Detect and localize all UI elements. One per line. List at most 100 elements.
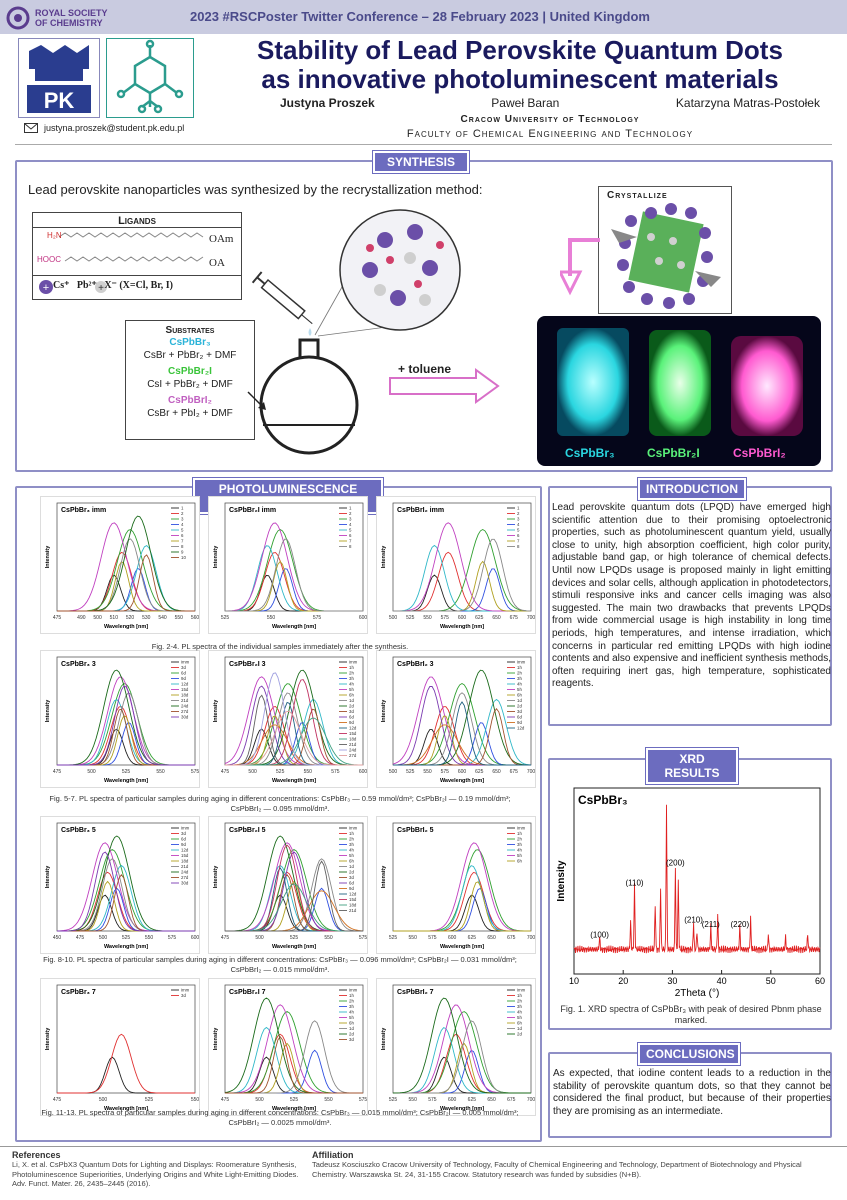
pl-curve [57,728,195,766]
legend-entry: 5 [181,528,184,533]
legend-entry: 15d [349,731,357,736]
legend-entry: 1 [181,506,184,511]
plot-label: CsPbBr₃ 7 [61,989,96,996]
ions-line: Cs⁺ Pb²⁺ X⁻ (X=Cl, Br, I) [53,280,173,291]
legend-entry: 2h [517,837,522,842]
conclusions-text: As expected, that iodine content leads t… [553,1068,831,1117]
legend-entry: 2 [349,511,352,516]
tick-label: 500 [389,769,398,775]
tick-label: 525 [290,935,299,941]
legend-entry: imm [181,826,190,831]
x-axis-label: Wavelength [nm] [272,778,316,784]
legend-entry: 4h [349,1010,354,1015]
xrd-axes [573,787,821,975]
y-axis-label: Intensity [45,1027,51,1051]
xrd-title: CsPbBr₃ [578,793,628,807]
references-text: Li, X. et al. CsPbX3 Quantum Dots for Li… [12,1160,299,1188]
legend-entry: 3d [517,709,522,714]
legend-entry: 1d [349,864,354,869]
tick-label: 625 [475,769,484,775]
x-axis-label: Wavelength [nm] [440,1106,484,1112]
plot-axes [56,502,196,612]
legend-entry: 4h [517,848,522,853]
legend-entry: 1h [349,665,354,670]
legend-entry: 12d [181,848,189,853]
tick-label: 550 [409,935,418,941]
legend-entry: imm [517,826,526,831]
pl-curve [393,881,531,932]
tick-label: 550 [175,615,184,621]
tick-label: 550 [304,769,313,775]
pl-plot: 475 500 525 550 575 Wavelength [nm] Intensity C… [208,978,368,1116]
pl-curve [225,1036,363,1094]
pl-plot: 475 500 525 550 Wavelength [nm] Intensity CsPb… [40,978,200,1116]
legend-entry: 15d [181,853,189,858]
legend-entry: 6h [349,1021,354,1026]
author-2: Paweł Baran [491,96,560,110]
jar-1-text: CsPbBr₃ [565,446,615,460]
plot-label: CsPbBrI₂ imm [397,507,444,514]
pl-curve [225,545,363,612]
substrates-box: Substrates CsPbBr₃ CsBr + PbBr₂ + DMF Cs… [125,320,255,440]
legend-entry: 18d [181,693,189,698]
ion-icons: + + [39,280,107,294]
email-text[interactable]: justyna.proszek@student.pk.edu.pl [44,123,185,133]
legend-entry: 12d [181,682,189,687]
faculty-logo [106,38,194,118]
tick-label: 550 [423,769,432,775]
pl-curve [225,560,363,612]
tick-label: 525 [406,769,415,775]
pl-caption-1: Fig. 2-4. PL spectra of the individual s… [151,642,409,651]
legend-entry: imm [517,988,526,993]
pl-plot: 450 475 500 525 550 575 600 Wavelength [nm] Inte… [40,816,200,954]
legend-entry: 2h [349,999,354,1004]
legend-entry: 3h [349,842,354,847]
legend-entry: 18d [349,903,357,908]
pl-plot-svg: 475 500 525 550 575 Wavelength [nm] Intensity C… [45,656,199,784]
peak-annotation: (200) [666,858,685,867]
legend-entry: 18d [349,737,357,742]
legend-entry: 6d [349,881,354,886]
tick-label: 700 [527,769,536,775]
pl-curve [393,894,531,932]
legend-entry: 12d [349,726,357,731]
legend-entry: 2h [517,999,522,1004]
legend-entry: 2 [517,511,520,516]
legend-entry: 21d [349,742,357,747]
crystallize-title: Crystallize [607,190,668,201]
legend-entry: 3d [181,993,186,998]
legend-entry: 30d [181,715,189,720]
tick-label: 650 [487,935,496,941]
tick-label: 525 [122,769,131,775]
substrate-1-eq: CsBr + PbBr₂ + DMF [143,350,237,361]
legend-entry: 2h [349,837,354,842]
legend-entry: 9d [349,886,354,891]
tick-label: 650 [487,1097,496,1103]
tick-label: 525 [406,615,415,621]
pl-curve [225,848,363,932]
ligand-oam: OAm [209,233,234,245]
pl-curve [393,574,531,612]
legend-entry: 3d [349,709,354,714]
substrates-title: Substrates [165,325,215,336]
legend-entry: 5h [349,853,354,858]
x-axis-label: Wavelength [nm] [272,1106,316,1112]
legend-entry: 3d [349,875,354,880]
crystallize-box: Crystallize [598,186,732,314]
pl-curve [393,1034,531,1094]
legend-entry: 2h [349,671,354,676]
legend-entry: 7 [517,539,520,544]
legend-entry: 1h [517,665,522,670]
legend-entry: 6h [517,693,522,698]
email[interactable]: justyna.proszek@student.pk.edu.pl [24,123,184,133]
tick-label: 500 [93,615,102,621]
ligands-title: Ligands [118,215,156,227]
legend-entry: 6d [181,837,186,842]
pl-curve [393,871,531,932]
header-divider [15,144,832,145]
pl-curve [225,1010,363,1094]
pl-curve [57,574,195,612]
conference-title: 2023 #RSCPoster Twitter Conference – 28 … [190,9,650,24]
